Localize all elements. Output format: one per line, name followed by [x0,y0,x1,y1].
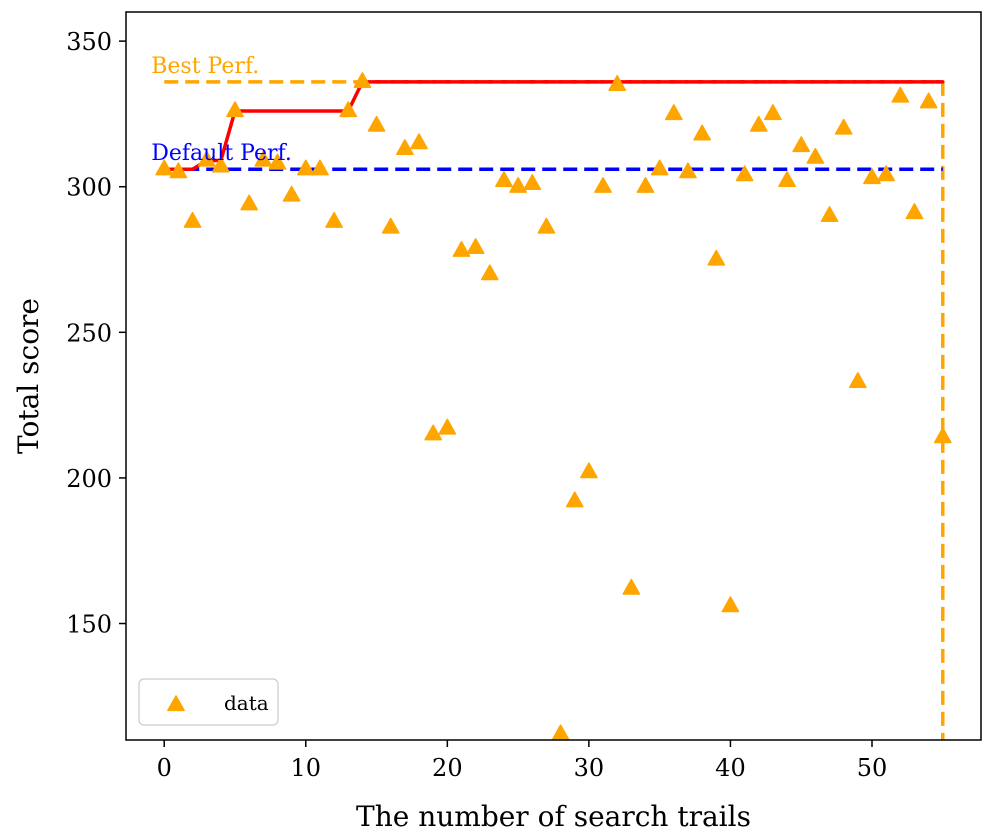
data-point [792,136,811,153]
x-tick-label: 40 [715,754,746,782]
best-perf-label: Best Perf. [151,54,259,79]
axes: 0 10 20 30 40 50 150 200 250 300 350 The number of … [12,11,982,833]
x-tick-label: 50 [857,754,888,782]
data-point [452,241,471,257]
y-tick-label: 350 [66,28,112,56]
data-point [608,75,627,91]
data-point [820,206,839,222]
data-point [155,159,174,176]
data-point [721,596,740,613]
data-point [863,168,881,185]
data-point [424,424,443,441]
legend-marker [167,695,185,712]
data-point [367,115,386,132]
data-point [679,162,697,179]
data-point [664,104,683,121]
data-point [650,159,669,176]
x-tick-label: 0 [157,754,172,782]
data-point [735,165,754,182]
plot-frame [125,11,982,741]
x-tick-label: 20 [432,754,463,782]
data-point [296,159,315,176]
data-point [580,462,598,479]
data-point [551,724,570,740]
data-point [466,238,485,255]
y-tick-label: 200 [66,465,112,493]
data-point [381,217,400,234]
data-point [834,118,853,135]
data-point [693,124,711,141]
data-point [537,217,556,234]
data-point [749,115,768,132]
data-point [806,147,825,164]
data-point [891,86,910,103]
x-tick-label: 10 [291,754,322,782]
data-point [933,427,952,444]
data-point [919,92,938,109]
data-point [707,249,726,266]
data-point [848,372,867,388]
data-point [240,194,259,211]
data-point [325,211,343,228]
data-point [509,176,527,193]
data-point [169,162,188,179]
reference-lines [164,80,945,740]
legend: data [138,678,279,726]
data-point [268,153,287,170]
default-perf-label: Default Perf. [151,141,292,166]
x-tick-label: 30 [574,754,605,782]
data-point [594,176,612,193]
data-point [339,101,358,118]
data-point [523,174,542,190]
data-point [905,203,924,220]
data-point [438,418,457,435]
data-point [764,104,782,121]
data-point [565,491,584,508]
x-axis-label: The number of search trails [356,800,751,833]
y-tick-label: 250 [66,319,112,347]
data-point [254,150,273,167]
data-point [396,139,414,156]
data-point [183,211,202,228]
data-point [636,176,655,193]
data-point [778,171,796,188]
legend-box [138,678,279,726]
data-point [211,156,230,173]
data-point [495,171,513,188]
data-point [197,150,216,167]
y-tick-label: 300 [66,174,112,202]
y-axis-label: Total score [12,298,45,454]
annotations: Best Perf. Default Perf. [151,54,292,166]
data-point [311,159,329,176]
data-point [226,101,244,118]
legend-label: data [224,691,269,715]
y-tick-label: 150 [66,611,112,639]
data-points [155,72,952,740]
data-point [282,185,301,202]
data-point [622,578,641,595]
data-point [410,133,428,150]
data-point [480,264,499,281]
data-point [353,72,372,89]
data-point [877,165,896,182]
